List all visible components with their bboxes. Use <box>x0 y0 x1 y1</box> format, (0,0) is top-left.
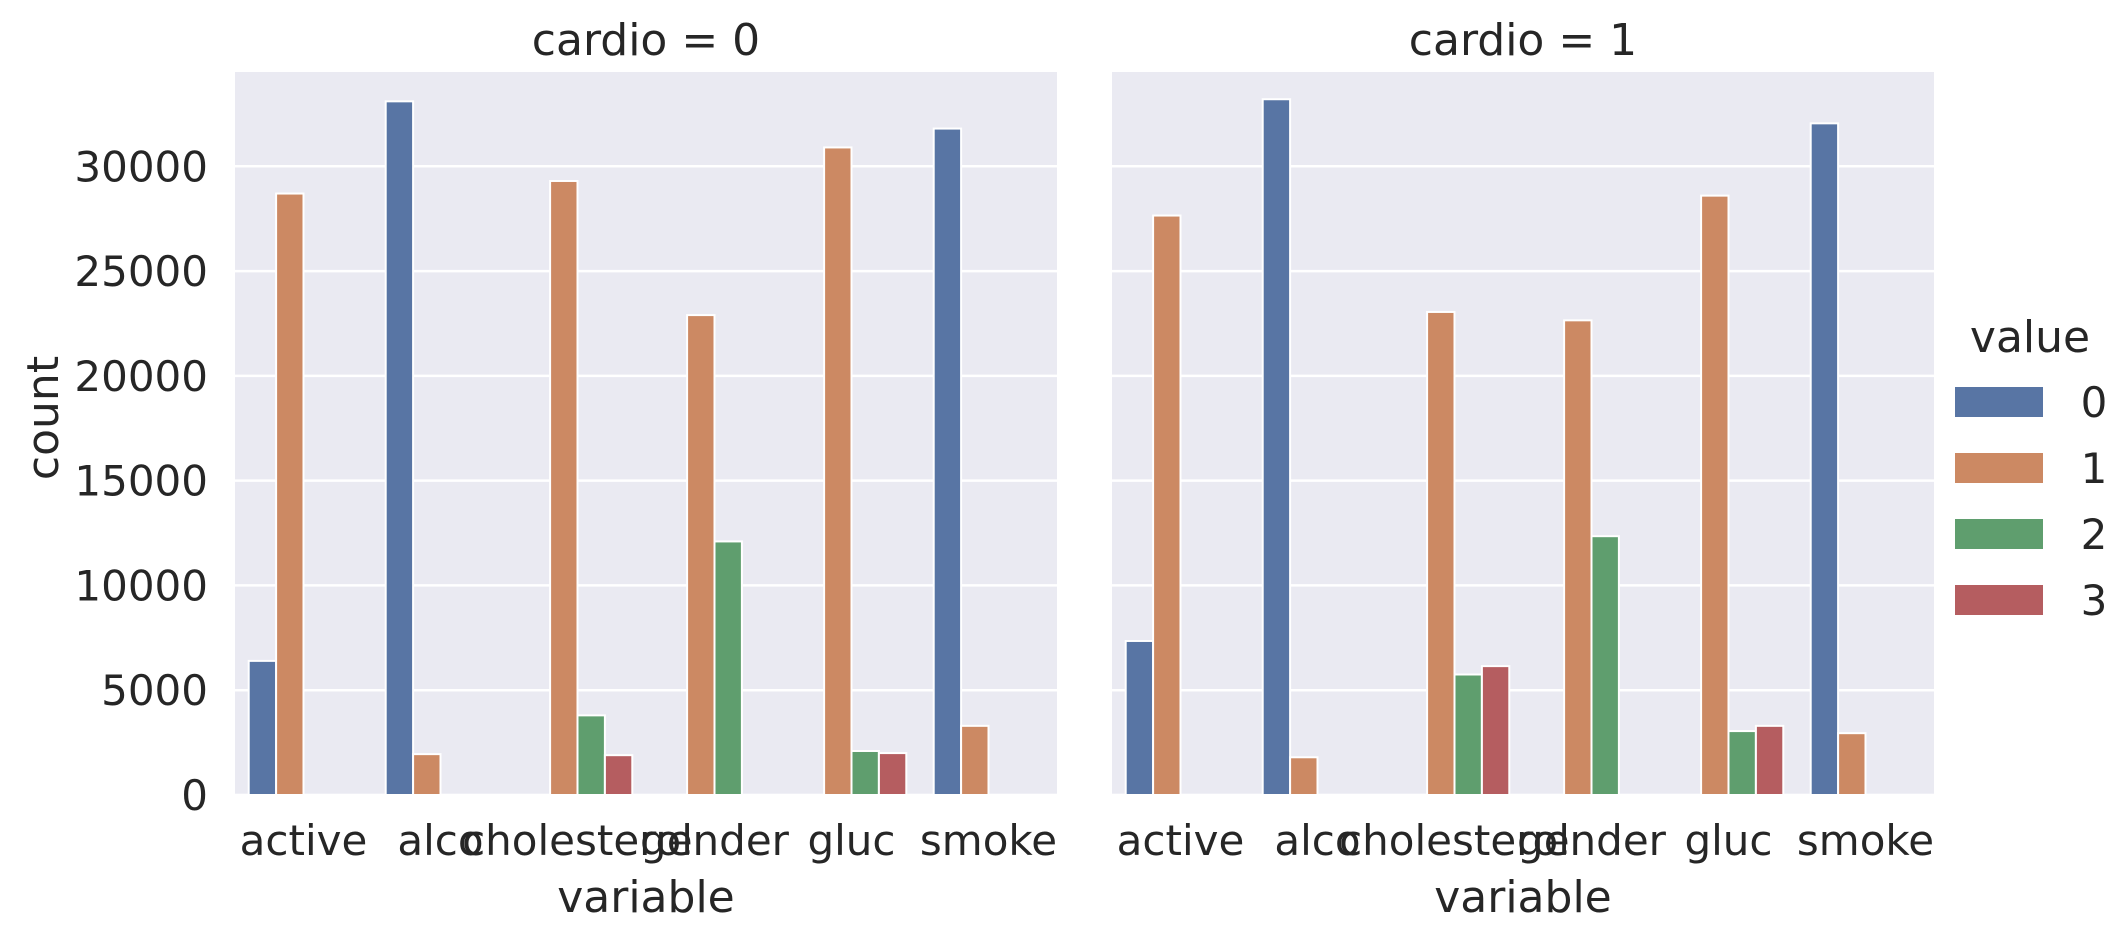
y-tick-label: 20000 <box>74 352 208 401</box>
x-tick-label: active <box>1117 816 1245 865</box>
bar-cholesterol-value-2 <box>1453 673 1483 796</box>
x-tick-label: alco <box>397 816 483 865</box>
y-tick-label: 30000 <box>74 142 208 191</box>
bar-gluc-value-3 <box>1754 724 1785 797</box>
bar-cholesterol-value-1 <box>1426 310 1456 796</box>
bar-gender-value-1 <box>1563 319 1593 796</box>
bar-alco-value-1 <box>412 753 442 796</box>
x-tick-label: gender <box>640 816 790 865</box>
y-tick-label: 5000 <box>101 666 208 715</box>
bar-cholesterol-value-1 <box>549 179 579 796</box>
bar-gluc-value-1 <box>823 146 853 796</box>
bar-gender-value-1 <box>686 314 716 796</box>
bar-gluc-value-3 <box>877 752 908 797</box>
x-tick-label: cholesterol <box>462 816 693 865</box>
y-axis-label: count <box>18 356 69 480</box>
x-tick-label: active <box>240 816 368 865</box>
legend-label: 3 <box>2081 576 2108 625</box>
x-tick-label: gluc <box>1684 816 1772 865</box>
legend-swatch-0 <box>1955 387 2043 417</box>
x-axis-label: variable <box>1434 872 1612 923</box>
facet-title: cardio = 1 <box>1409 15 1637 66</box>
y-tick-label: 0 <box>181 771 208 820</box>
x-tick-label: alco <box>1274 816 1360 865</box>
bar-active-value-1 <box>1152 214 1182 796</box>
bar-cholesterol-value-2 <box>576 714 606 797</box>
x-tick-label: cholesterol <box>1339 816 1570 865</box>
plot-area-background <box>235 72 1057 795</box>
bar-gender-value-2 <box>1590 535 1620 796</box>
legend-swatch-1 <box>1955 453 2043 483</box>
x-tick-label: smoke <box>1797 816 1934 865</box>
legend-label: 0 <box>2081 378 2108 427</box>
gridlines <box>235 165 1057 797</box>
legend-label: 2 <box>2081 510 2108 559</box>
y-tick-labels: 0 5000 10000 15000 20000 25000 30000 <box>74 142 208 820</box>
bar-alco-value-0 <box>1261 98 1292 797</box>
plot-area-background <box>1112 72 1934 795</box>
gridlines <box>1112 165 1934 797</box>
x-tick-label: gender <box>1517 816 1667 865</box>
legend: value 0 1 2 3 <box>1955 312 2107 625</box>
bar-active-value-0 <box>1124 639 1155 796</box>
bar-gluc-value-2 <box>1727 730 1757 796</box>
legend-items: 0 1 2 3 <box>1955 378 2107 625</box>
y-tick-label: 10000 <box>74 561 208 610</box>
legend-swatch-2 <box>1955 519 2043 549</box>
legend-label: 1 <box>2081 444 2108 493</box>
bar-active-value-0 <box>247 659 278 796</box>
y-tick-label: 15000 <box>74 457 208 506</box>
bars <box>1124 98 1867 797</box>
bar-smoke-value-1 <box>960 724 990 797</box>
bars <box>247 100 990 797</box>
bar-alco-value-1 <box>1289 756 1319 796</box>
bar-smoke-value-1 <box>1837 732 1867 797</box>
y-tick-label: 25000 <box>74 247 208 296</box>
bar-smoke-value-0 <box>1809 122 1840 796</box>
bar-alco-value-0 <box>384 100 415 797</box>
facet-title: cardio = 0 <box>532 15 760 66</box>
bar-gender-value-2 <box>713 540 743 796</box>
bar-cholesterol-value-3 <box>1480 665 1511 796</box>
bar-active-value-1 <box>275 192 305 796</box>
bar-cholesterol-value-3 <box>603 754 634 797</box>
x-tick-label: gluc <box>807 816 895 865</box>
x-tick-label: smoke <box>920 816 1057 865</box>
bar-gluc-value-1 <box>1700 194 1730 796</box>
legend-swatch-3 <box>1955 585 2043 615</box>
legend-title: value <box>1970 312 2090 363</box>
bar-gluc-value-2 <box>850 749 880 797</box>
bar-smoke-value-0 <box>932 127 963 797</box>
x-axis-label: variable <box>557 872 735 923</box>
